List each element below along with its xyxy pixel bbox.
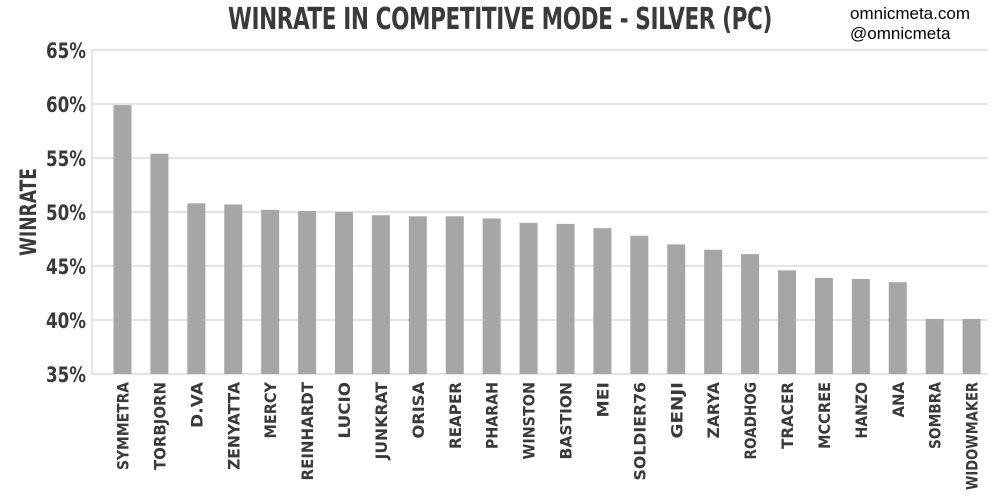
credit-site: omnicmeta.com	[850, 4, 970, 23]
bar-dva	[187, 203, 206, 374]
x-category-label: MERCY	[261, 382, 280, 439]
bar-symmetra	[113, 105, 132, 374]
x-category-label: SOMBRA	[926, 381, 945, 449]
bar-mercy	[261, 209, 280, 374]
bar-ana	[888, 282, 907, 374]
y-tick-label: 35%	[46, 363, 86, 387]
x-category-label: JUNKRAT	[372, 382, 391, 461]
bar-series	[113, 105, 981, 374]
y-axis-ticks: 35% 40% 45% 50% 55% 60% 65%	[46, 39, 86, 387]
y-tick-label: 60%	[46, 93, 86, 117]
x-category-label: ANA	[889, 381, 908, 417]
bar-lucio	[335, 212, 353, 374]
credit-block: omnicmeta.com @omnicmeta	[850, 4, 970, 44]
bar-torbjorn	[150, 153, 169, 374]
x-category-label: D.VA	[187, 381, 206, 428]
y-tick-label: 50%	[46, 201, 86, 225]
bar-hanzo	[851, 278, 870, 374]
x-category-label: ZENYATTA	[224, 381, 243, 470]
x-category-label: GENJI	[667, 382, 686, 439]
x-axis-labels: SYMMETRA TORBJORN D.VA ZENYATTA MERCY REINHAR…	[114, 381, 982, 490]
credit-handle: @omnicmeta	[850, 24, 951, 43]
bar-genji	[667, 244, 686, 374]
bar-mei	[593, 228, 612, 374]
x-category-label: REAPER	[446, 382, 465, 449]
x-category-label: LUCIO	[335, 382, 354, 439]
x-category-label: MCCREE	[815, 382, 834, 449]
y-tick-label: 45%	[46, 255, 86, 279]
bar-pharah	[482, 218, 501, 374]
x-category-label: BASTION	[557, 382, 576, 460]
x-category-label: TRACER	[778, 382, 797, 449]
bar-zenyatta	[224, 204, 243, 374]
x-category-label: TORBJORN	[150, 382, 169, 470]
x-category-label: HANZO	[852, 382, 871, 439]
bar-reinhardt	[298, 210, 317, 374]
bar-bastion	[556, 223, 575, 374]
bar-winston	[519, 222, 538, 374]
bar-zarya	[704, 249, 723, 374]
y-axis-title: WINRATE	[17, 168, 42, 256]
x-category-label: ORISA	[409, 381, 428, 438]
x-category-label: SOLDIER76	[630, 382, 649, 481]
y-tick-label: 55%	[46, 147, 86, 171]
x-category-label: WIDOWMAKER	[963, 382, 982, 490]
bar-sombra	[925, 318, 944, 374]
x-category-label: MEI	[593, 382, 612, 418]
bar-reaper	[445, 216, 464, 374]
bar-orisa	[408, 216, 427, 374]
bar-soldier76	[630, 235, 649, 374]
bar-tracer	[778, 270, 796, 374]
y-tick-label: 65%	[46, 39, 86, 63]
x-category-label: WINSTON	[520, 382, 539, 460]
x-category-label: PHARAH	[483, 382, 502, 449]
chart-title: WINRATE IN COMPETITIVE MODE - SILVER (PC…	[228, 2, 772, 37]
bar-mccree	[814, 277, 833, 374]
x-category-label: SYMMETRA	[114, 381, 133, 470]
x-category-label: ROADHOG	[741, 382, 760, 460]
y-tick-label: 40%	[46, 309, 86, 333]
bar-junkrat	[371, 215, 390, 374]
bar-roadhog	[741, 254, 760, 374]
bar-widowmaker	[962, 318, 981, 374]
x-category-label: ZARYA	[704, 381, 723, 438]
x-category-label: REINHARDT	[298, 382, 317, 481]
